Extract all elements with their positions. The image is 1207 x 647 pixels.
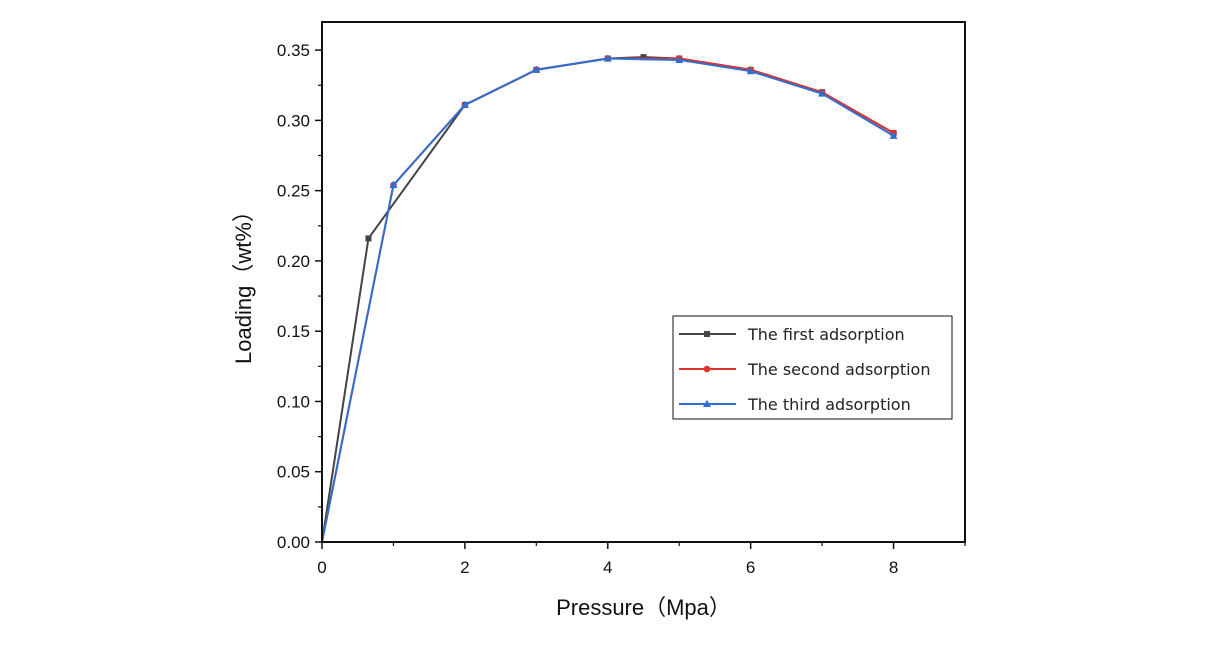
data-point	[640, 54, 647, 61]
plot-frame	[321, 21, 966, 543]
data-point	[675, 55, 684, 63]
series-line	[321, 56, 895, 543]
series-1	[321, 54, 897, 543]
data-point	[703, 365, 711, 373]
y-tick-label: 0.35	[277, 41, 310, 60]
y-tick-label: 0.25	[277, 182, 310, 201]
axes: 0 2 4 6 8 0.00 0.05 0.10 0.15 0.20 0.25 0.30 0.35	[277, 41, 966, 577]
series-line	[321, 57, 895, 543]
data-point	[389, 180, 398, 189]
data-point	[532, 65, 541, 73]
x-tick-label: 8	[889, 558, 898, 577]
plot-area	[321, 54, 898, 543]
data-point	[603, 54, 612, 62]
x-tick-label: 2	[460, 558, 469, 577]
data-point	[365, 235, 372, 242]
data-point	[818, 89, 827, 97]
data-point	[704, 331, 710, 337]
x-axis-title: Pressure（Mpa）	[556, 595, 731, 620]
y-tick-label: 0.20	[277, 252, 310, 271]
y-tick-label: 0.05	[277, 463, 310, 482]
legend-item: The second adsorption	[679, 360, 930, 379]
x-tick-label: 4	[603, 558, 612, 577]
legend-label: The third adsorption	[747, 395, 911, 414]
y-tick-label: 0.10	[277, 392, 310, 411]
x-tick-label: 0	[317, 558, 326, 577]
data-point	[460, 100, 469, 108]
data-point	[746, 66, 755, 75]
x-tick-label: 6	[746, 558, 755, 577]
data-point	[703, 399, 711, 407]
data-point	[889, 131, 898, 139]
y-tick-label: 0.30	[277, 111, 310, 130]
legend: The first adsorption The second adsorptio…	[672, 315, 953, 420]
series-line	[321, 57, 895, 543]
legend-item: The first adsorption	[679, 325, 905, 344]
legend-item: The third adsorption	[679, 395, 911, 414]
y-tick-label: 0.00	[277, 533, 310, 552]
y-axis-title: Loading（wt%）	[231, 200, 256, 364]
legend-label: The first adsorption	[747, 325, 905, 344]
y-tick-label: 0.15	[277, 322, 310, 341]
series-3	[321, 54, 898, 543]
series-2	[321, 55, 897, 543]
legend-label: The second adsorption	[747, 360, 930, 379]
